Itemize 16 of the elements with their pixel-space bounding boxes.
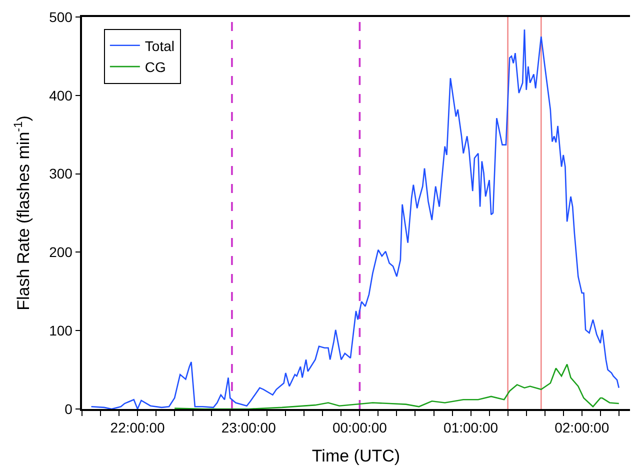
x-tick-label: 22:00:00 (110, 420, 165, 436)
y-tick-label: 500 (49, 8, 73, 25)
y-tick-label: 100 (49, 322, 73, 338)
y-tick-label: 400 (49, 87, 73, 104)
line-series (90, 28, 620, 409)
x-tick-label: 02:00:00 (554, 420, 610, 436)
x-tick-label: 23:00:00 (221, 420, 276, 436)
legend-label: CG (144, 59, 166, 76)
legend-label: Total (144, 38, 174, 54)
x-axis-title: Time (UTC) (312, 446, 400, 466)
y-tick-label: 300 (49, 166, 73, 182)
y-tick-label: 0 (64, 400, 73, 417)
x-tick-label: 00:00:00 (332, 420, 388, 436)
y-tick-label: 200 (49, 244, 73, 260)
line-series (174, 364, 620, 409)
x-tick-label: 01:00:00 (444, 420, 498, 436)
